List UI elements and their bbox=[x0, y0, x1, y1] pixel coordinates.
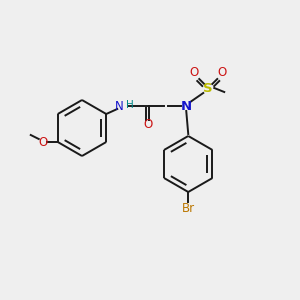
Text: O: O bbox=[190, 67, 199, 80]
Text: S: S bbox=[203, 82, 213, 94]
Text: N: N bbox=[115, 100, 123, 112]
Text: O: O bbox=[143, 118, 152, 131]
Text: N: N bbox=[181, 100, 192, 112]
Text: O: O bbox=[218, 67, 227, 80]
Text: O: O bbox=[38, 136, 47, 148]
Text: Br: Br bbox=[182, 202, 195, 214]
Text: H: H bbox=[126, 100, 134, 110]
